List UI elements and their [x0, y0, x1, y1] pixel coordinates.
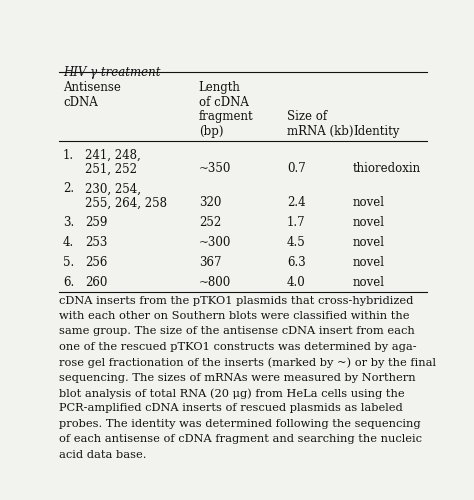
- Text: 251, 252: 251, 252: [85, 162, 137, 175]
- Text: with each other on Southern blots were classified within the: with each other on Southern blots were c…: [59, 311, 410, 321]
- Text: novel: novel: [353, 216, 385, 230]
- Text: 1.: 1.: [63, 148, 74, 162]
- Text: one of the rescued pTKO1 constructs was determined by aga-: one of the rescued pTKO1 constructs was …: [59, 342, 417, 352]
- Text: 256: 256: [85, 256, 107, 270]
- Text: 5.: 5.: [63, 256, 74, 270]
- Text: Identity: Identity: [353, 125, 400, 138]
- Text: acid data base.: acid data base.: [59, 450, 147, 460]
- Text: Antisense: Antisense: [63, 81, 121, 94]
- Text: 241, 248,: 241, 248,: [85, 148, 141, 162]
- Text: Length: Length: [199, 81, 241, 94]
- Text: 367: 367: [199, 256, 221, 270]
- Text: 4.0: 4.0: [287, 276, 306, 289]
- Text: mRNA (kb): mRNA (kb): [287, 125, 354, 138]
- Text: 6.: 6.: [63, 276, 74, 289]
- Text: 255, 264, 258: 255, 264, 258: [85, 196, 167, 209]
- Text: of cDNA: of cDNA: [199, 96, 249, 109]
- Text: 253: 253: [85, 236, 107, 250]
- Text: Size of: Size of: [287, 110, 327, 124]
- Text: 2.: 2.: [63, 182, 74, 196]
- Text: 4.: 4.: [63, 236, 74, 250]
- Text: thioredoxin: thioredoxin: [353, 162, 421, 175]
- Text: ~800: ~800: [199, 276, 231, 289]
- Text: HIV γ treatment: HIV γ treatment: [63, 66, 160, 79]
- Text: 1.7: 1.7: [287, 216, 306, 230]
- Text: blot analysis of total RNA (20 μg) from HeLa cells using the: blot analysis of total RNA (20 μg) from …: [59, 388, 405, 398]
- Text: PCR-amplified cDNA inserts of rescued plasmids as labeled: PCR-amplified cDNA inserts of rescued pl…: [59, 404, 403, 413]
- Text: 6.3: 6.3: [287, 256, 306, 270]
- Text: 252: 252: [199, 216, 221, 230]
- Text: 259: 259: [85, 216, 107, 230]
- Text: 260: 260: [85, 276, 107, 289]
- Text: fragment: fragment: [199, 110, 254, 124]
- Text: 3.: 3.: [63, 216, 74, 230]
- Text: novel: novel: [353, 196, 385, 209]
- Text: cDNA inserts from the pTKO1 plasmids that cross-hybridized: cDNA inserts from the pTKO1 plasmids tha…: [59, 296, 414, 306]
- Text: 4.5: 4.5: [287, 236, 306, 250]
- Text: cDNA: cDNA: [63, 96, 98, 109]
- Text: novel: novel: [353, 276, 385, 289]
- Text: 2.4: 2.4: [287, 196, 306, 209]
- Text: (bp): (bp): [199, 125, 223, 138]
- Text: ~350: ~350: [199, 162, 231, 175]
- Text: novel: novel: [353, 236, 385, 250]
- Text: sequencing. The sizes of mRNAs were measured by Northern: sequencing. The sizes of mRNAs were meas…: [59, 372, 416, 382]
- Text: probes. The identity was determined following the sequencing: probes. The identity was determined foll…: [59, 419, 421, 429]
- Text: 0.7: 0.7: [287, 162, 306, 175]
- Text: same group. The size of the antisense cDNA insert from each: same group. The size of the antisense cD…: [59, 326, 415, 336]
- Text: rose gel fractionation of the inserts (marked by ~) or by the final: rose gel fractionation of the inserts (m…: [59, 357, 436, 368]
- Text: novel: novel: [353, 256, 385, 270]
- Text: of each antisense of cDNA fragment and searching the nucleic: of each antisense of cDNA fragment and s…: [59, 434, 422, 444]
- Text: ~300: ~300: [199, 236, 231, 250]
- Text: 320: 320: [199, 196, 221, 209]
- Text: 230, 254,: 230, 254,: [85, 182, 141, 196]
